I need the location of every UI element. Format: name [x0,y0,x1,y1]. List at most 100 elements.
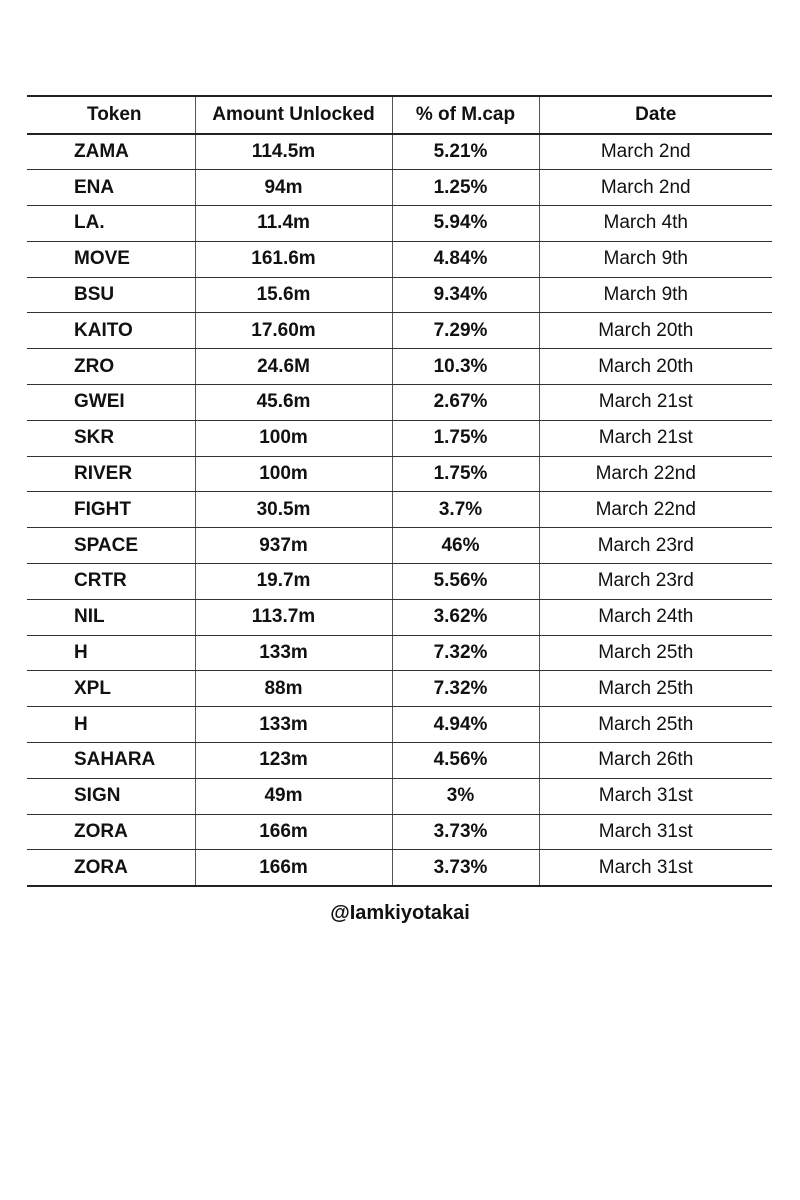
mcap-cell: 5.56% [392,563,540,600]
table-header-row: Token Amount Unlocked % of M.cap Date [27,95,772,135]
mcap-cell: 46% [392,527,540,565]
amount-cell: 24.6M [195,348,393,386]
amount-cell: 15.6m [195,277,393,314]
token-cell: FIGHT [27,491,196,529]
mcap-cell: 3.73% [392,814,540,851]
mcap-cell: 3.73% [392,849,540,887]
table-row: ZRO 24.6M 10.3% March 20th [27,348,772,386]
amount-cell: 166m [195,849,393,887]
amount-cell: 114.5m [195,134,393,171]
mcap-cell: 7.29% [392,312,540,350]
mcap-cell: 4.84% [392,241,540,278]
table-row: H 133m 7.32% March 25th [27,635,772,672]
mcap-cell: 10.3% [392,348,540,386]
amount-cell: 45.6m [195,384,393,421]
table-row: XPL 88m 7.32% March 25th [27,670,772,708]
date-cell: March 22nd [539,456,772,493]
token-cell: BSU [27,277,196,314]
amount-cell: 166m [195,814,393,851]
mcap-cell: 3% [392,778,540,815]
table-row: ZAMA 114.5m 5.21% March 2nd [27,134,772,171]
token-cell: MOVE [27,241,196,278]
mcap-cell: 5.21% [392,134,540,171]
token-cell: ZORA [27,814,196,851]
date-cell: March 20th [539,312,772,350]
table-row: RIVER 100m 1.75% March 22nd [27,456,772,493]
token-cell: CRTR [27,563,196,600]
author-handle: @Iamkiyotakai [330,902,470,924]
amount-cell: 49m [195,778,393,815]
amount-cell: 133m [195,706,393,744]
table-row: FIGHT 30.5m 3.7% March 22nd [27,491,772,529]
table-row: ZORA 166m 3.73% March 31st [27,814,772,851]
token-unlock-table: Token Amount Unlocked % of M.cap Date ZA… [27,95,772,887]
token-cell: H [27,706,196,744]
amount-cell: 937m [195,527,393,565]
amount-cell: 17.60m [195,312,393,350]
table-row: SKR 100m 1.75% March 21st [27,420,772,457]
table-row: KAITO 17.60m 7.29% March 20th [27,312,772,350]
mcap-cell: 1.25% [392,169,540,207]
token-cell: ZRO [27,348,196,386]
token-cell: SKR [27,420,196,457]
date-cell: March 26th [539,742,772,779]
date-cell: March 9th [539,277,772,314]
token-cell: H [27,635,196,672]
date-cell: March 23rd [539,527,772,565]
date-cell: March 22nd [539,491,772,529]
mcap-cell: 9.34% [392,277,540,314]
date-cell: March 2nd [539,169,772,207]
token-cell: ZORA [27,849,196,887]
date-cell: March 2nd [539,134,772,171]
amount-cell: 11.4m [195,205,393,242]
token-cell: SAHARA [27,742,196,779]
token-cell: XPL [27,670,196,708]
mcap-cell: 3.62% [392,599,540,636]
date-cell: March 4th [539,205,772,242]
token-cell: ENA [27,169,196,207]
column-header-token: Token [27,95,196,135]
mcap-cell: 1.75% [392,420,540,457]
table-row: BSU 15.6m 9.34% March 9th [27,277,772,314]
mcap-cell: 7.32% [392,635,540,672]
token-cell: RIVER [27,456,196,493]
token-cell: ZAMA [27,134,196,171]
mcap-cell: 4.56% [392,742,540,779]
table-body: ZAMA 114.5m 5.21% March 2nd ENA 94m 1.25% March… [27,134,772,887]
amount-cell: 161.6m [195,241,393,278]
amount-cell: 88m [195,670,393,708]
token-cell: GWEI [27,384,196,421]
date-cell: March 31st [539,814,772,851]
amount-cell: 100m [195,456,393,493]
column-header-date: Date [539,95,772,135]
date-cell: March 20th [539,348,772,386]
amount-cell: 100m [195,420,393,457]
mcap-cell: 2.67% [392,384,540,421]
column-header-amount: Amount Unlocked [195,95,393,135]
date-cell: March 25th [539,670,772,708]
amount-cell: 113.7m [195,599,393,636]
table-row: GWEI 45.6m 2.67% March 21st [27,384,772,421]
mcap-cell: 4.94% [392,706,540,744]
amount-cell: 19.7m [195,563,393,600]
column-header-mcap: % of M.cap [392,95,540,135]
table-row: H 133m 4.94% March 25th [27,706,772,744]
mcap-cell: 1.75% [392,456,540,493]
date-cell: March 9th [539,241,772,278]
amount-cell: 133m [195,635,393,672]
table-row: CRTR 19.7m 5.56% March 23rd [27,563,772,600]
token-cell: SPACE [27,527,196,565]
table-row: SAHARA 123m 4.56% March 26th [27,742,772,779]
token-cell: NIL [27,599,196,636]
date-cell: March 23rd [539,563,772,600]
date-cell: March 31st [539,778,772,815]
date-cell: March 21st [539,420,772,457]
mcap-cell: 5.94% [392,205,540,242]
table-row: SPACE 937m 46% March 23rd [27,527,772,565]
table-row: MOVE 161.6m 4.84% March 9th [27,241,772,278]
amount-cell: 30.5m [195,491,393,529]
table-row: NIL 113.7m 3.62% March 24th [27,599,772,636]
date-cell: March 31st [539,849,772,887]
token-cell: KAITO [27,312,196,350]
mcap-cell: 7.32% [392,670,540,708]
